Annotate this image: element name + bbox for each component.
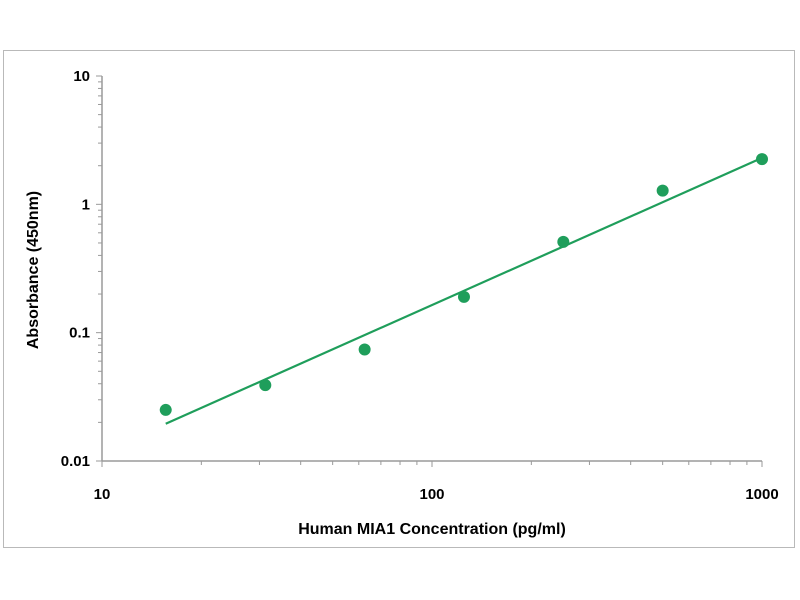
axes	[101, 76, 762, 462]
data-point	[756, 153, 768, 166]
y-tick-labels: 0.01 0.1 1 10	[61, 68, 90, 470]
data-point	[159, 403, 172, 416]
data-points	[159, 153, 768, 416]
data-point	[457, 290, 470, 303]
x-tick-labels: 10 100 1000	[94, 486, 779, 503]
tick-marks	[96, 75, 763, 467]
chart-frame	[3, 50, 795, 548]
x-tick-label: 1000	[745, 486, 778, 503]
x-axis-title: Human MIA1 Concentration (pg/ml)	[298, 521, 566, 538]
y-axis-title: Absorbance (450nm)	[25, 191, 42, 349]
y-tick-label: 1	[82, 196, 90, 213]
trend-line-group	[165, 156, 763, 425]
y-tick-label: 0.01	[61, 453, 90, 470]
x-tick-label: 10	[94, 486, 111, 503]
data-point	[259, 379, 272, 392]
y-tick-label: 0.1	[69, 325, 90, 342]
data-point	[557, 235, 570, 248]
y-tick-label: 10	[73, 68, 90, 85]
data-point	[656, 184, 669, 197]
trend-line	[165, 156, 763, 425]
data-point	[358, 343, 371, 356]
x-tick-label: 100	[419, 486, 444, 503]
